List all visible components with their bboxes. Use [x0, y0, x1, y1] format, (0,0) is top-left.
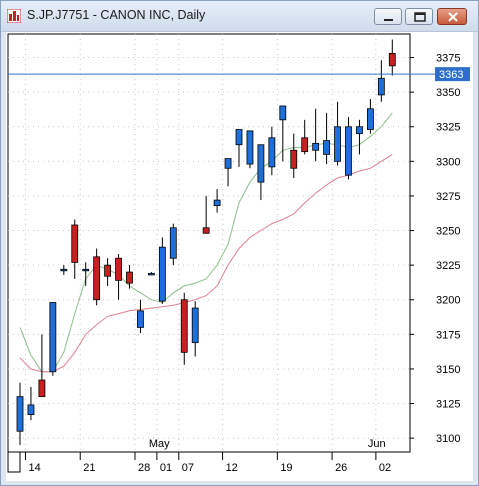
candle-up — [235, 129, 243, 146]
x-tick-label: 21 — [83, 462, 95, 474]
month-label: May — [149, 438, 170, 450]
candle-down — [290, 149, 298, 169]
month-label: Jun — [368, 438, 386, 450]
candle-down — [301, 137, 309, 153]
x-tick-label: 02 — [379, 462, 391, 474]
x-tick-label: 14 — [28, 462, 40, 474]
candle-down — [180, 299, 188, 353]
candle-up — [16, 396, 24, 432]
candle-up — [158, 246, 166, 302]
maximize-icon — [414, 12, 426, 22]
chart-app-icon — [7, 9, 21, 23]
candle-down — [202, 227, 210, 234]
candle-down — [126, 271, 133, 284]
y-tick-label: 3125 — [436, 399, 460, 411]
candle-up — [137, 310, 144, 328]
y-tick-label: 3325 — [436, 122, 460, 134]
y-tick-label: 3100 — [436, 433, 460, 445]
maximize-button[interactable] — [405, 8, 433, 25]
plot-frame — [7, 33, 411, 453]
candle-up — [213, 199, 221, 207]
candle-up — [345, 126, 352, 176]
candle-down — [115, 257, 122, 281]
candle-up — [60, 268, 68, 272]
x-tick-label: 26 — [335, 462, 347, 474]
y-tick-label: 3300 — [436, 156, 460, 168]
moving-average-line — [19, 112, 393, 373]
moving-average-line — [19, 153, 393, 373]
minimize-icon — [384, 19, 393, 21]
candle-up — [224, 158, 232, 169]
x-tick-label: 12 — [226, 462, 238, 474]
x-tick-label: 19 — [280, 462, 292, 474]
candle-up — [82, 268, 90, 272]
y-tick-label: 3150 — [436, 364, 460, 376]
candle-down — [104, 264, 111, 277]
y-tick-label: 3250 — [436, 226, 460, 238]
x-tick-label: 28 — [138, 462, 150, 474]
candle-down — [71, 224, 79, 263]
candle-up — [257, 144, 265, 183]
candle-down — [93, 256, 101, 301]
candle-up — [377, 77, 385, 96]
candle-up — [169, 227, 177, 259]
title-bar[interactable]: S.JP.J7751 - CANON INC, Daily — [1, 1, 478, 32]
close-icon — [448, 12, 458, 22]
y-tick-label: 3375 — [436, 53, 460, 65]
candle-down — [388, 52, 396, 67]
minimize-button[interactable] — [374, 8, 402, 25]
price-label-box — [435, 67, 470, 82]
candle-up — [279, 105, 287, 121]
y-tick-label: 3350 — [436, 87, 460, 99]
y-tick-label: 3175 — [436, 329, 460, 341]
close-button[interactable] — [437, 8, 467, 25]
candle-down — [38, 379, 46, 398]
window-title: S.JP.J7751 - CANON INC, Daily — [27, 8, 206, 22]
price-label: 3363 — [439, 69, 463, 81]
chart-area: 3100 3125 3150 3175 3200 3225 3250 3275 3300 3325… — [6, 32, 473, 481]
candle-up — [323, 140, 331, 155]
y-tick-label: 3275 — [436, 191, 460, 203]
candle-up — [191, 307, 199, 344]
candle-up — [334, 126, 341, 162]
corner-box — [7, 451, 21, 473]
candle-up — [246, 130, 254, 165]
candle-up — [147, 273, 155, 276]
candle-up — [268, 137, 276, 168]
y-tick-label: 3200 — [436, 295, 460, 307]
x-tick-label: 07 — [182, 462, 194, 474]
candle-up — [49, 302, 57, 373]
candle-up — [366, 108, 374, 130]
candle-up — [356, 126, 363, 135]
x-tick-label: 01 — [160, 462, 172, 474]
candle-up — [27, 404, 35, 416]
candle-up — [312, 142, 320, 151]
candlestick-chart: 3100 3125 3150 3175 3200 3225 3250 3275 3300 3325… — [7, 33, 470, 474]
y-tick-label: 3225 — [436, 260, 460, 272]
